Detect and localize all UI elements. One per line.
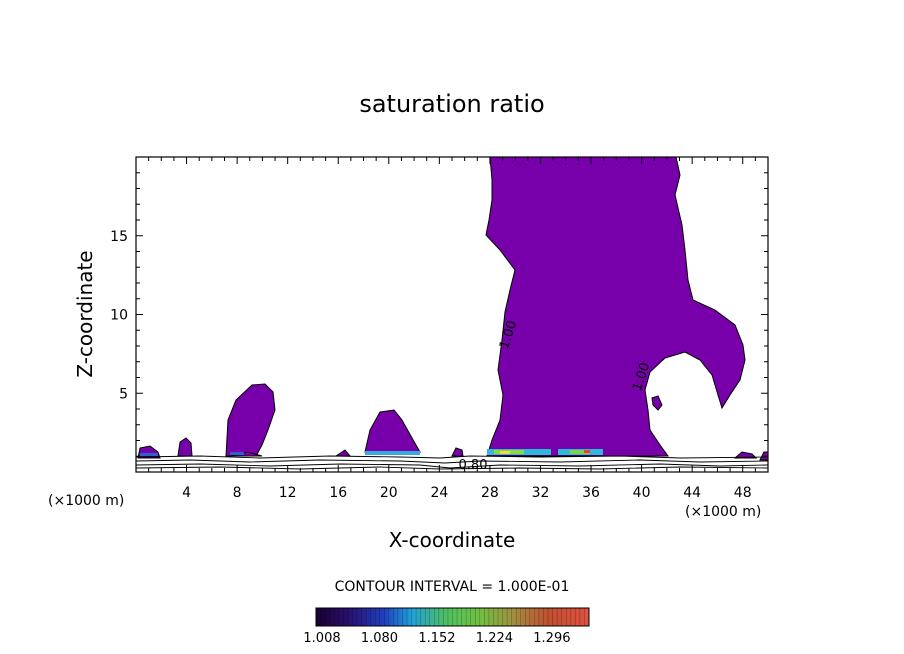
colorbar-labels: 1.008 1.080 1.152 1.224 1.296 — [303, 631, 570, 646]
colorbar-label: 1.152 — [418, 631, 455, 646]
x-tick-label: 36 — [582, 485, 600, 501]
low-patch-right — [733, 451, 758, 459]
cloud-region-20km — [364, 409, 421, 453]
high-saturation-highlights — [140, 449, 603, 456]
supersaturated-regions — [137, 156, 769, 461]
highlight-36km-green — [570, 450, 590, 454]
surface-contours — [135, 455, 769, 470]
colorbar-label: 1.224 — [476, 631, 513, 646]
x-tick-label: 28 — [481, 485, 499, 501]
y-tick-label: 15 — [110, 229, 128, 245]
x-axis: 4 8 12 16 20 24 28 32 36 40 44 48 — [148, 157, 756, 501]
colorbar-label: 1.008 — [303, 631, 340, 646]
highlight-36km-red — [584, 450, 590, 453]
x-tick-label: 8 — [233, 485, 242, 501]
x-unit-label: (×1000 m) — [685, 504, 761, 520]
x-tick-label: 20 — [380, 485, 398, 501]
z-unit-label: (×1000 m) — [48, 493, 124, 509]
y-tick-label: 10 — [110, 308, 128, 324]
contour-line-3 — [135, 463, 769, 469]
x-axis-label: X-coordinate — [389, 528, 516, 552]
x-tick-label: 48 — [734, 485, 752, 501]
low-patch-3 — [451, 447, 464, 457]
contour-line-2 — [135, 459, 769, 464]
highlight-main-yellow — [500, 451, 510, 454]
contour-line-1 — [135, 455, 769, 459]
contour-label-3: 0.80 — [459, 458, 488, 473]
highlight-9km-blue — [230, 452, 244, 455]
y-tick-label: 5 — [119, 386, 128, 402]
chart-title: saturation ratio — [359, 90, 544, 118]
x-tick-label: 32 — [532, 485, 550, 501]
y-axis: 5 10 15 — [110, 172, 768, 457]
x-tick-label: 44 — [683, 485, 701, 501]
small-blob-41km — [651, 395, 663, 411]
colorbar-stripes — [320, 608, 585, 626]
colorbar-label: 1.296 — [533, 631, 570, 646]
contour-line-4 — [135, 466, 769, 470]
x-tick-label: 24 — [430, 485, 448, 501]
main-cloud-region — [485, 156, 746, 457]
x-tick-label: 40 — [633, 485, 651, 501]
contour-interval-text: CONTOUR INTERVAL = 1.000E-01 — [335, 579, 570, 595]
y-axis-label: Z-coordinate — [73, 250, 97, 377]
colorbar-label: 1.080 — [361, 631, 398, 646]
highlight-left-blue — [140, 453, 158, 456]
x-tick-label: 16 — [329, 485, 347, 501]
cloud-region-9km — [225, 383, 276, 457]
x-tick-label: 12 — [279, 485, 297, 501]
x-tick-label: 4 — [182, 485, 191, 501]
highlight-20km-cyan — [365, 451, 420, 455]
